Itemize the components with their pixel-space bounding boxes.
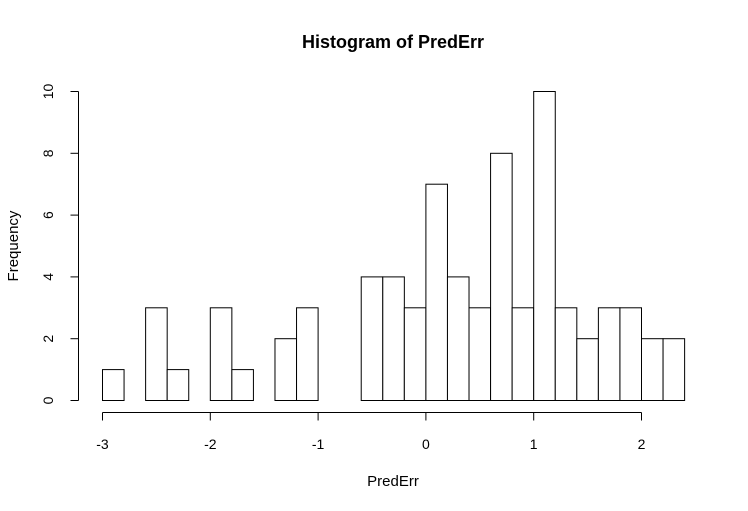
histogram-bar — [102, 369, 125, 402]
histogram-bar — [296, 307, 319, 401]
histogram-bar — [274, 338, 298, 402]
histogram-bar — [403, 307, 427, 401]
y-tick-label: 6 — [40, 211, 56, 219]
x-axis-label: PredErr — [367, 473, 419, 490]
histogram-bar — [446, 276, 470, 401]
x-tick-label: -2 — [204, 436, 217, 452]
y-tick-label: 10 — [40, 84, 56, 100]
x-tick-label: -1 — [312, 436, 325, 452]
histogram-bar — [554, 307, 578, 401]
histogram-bar — [619, 307, 643, 401]
chart-title: Histogram of PredErr — [302, 32, 484, 52]
y-tick-label: 0 — [40, 396, 56, 404]
histogram-bar — [145, 307, 168, 401]
y-tick-label: 4 — [40, 273, 56, 281]
y-axis-label: Frequency — [5, 210, 22, 281]
histogram-bar — [662, 338, 686, 402]
y-tick-label: 2 — [40, 335, 56, 343]
histogram-bar — [231, 369, 254, 402]
histogram-bar — [641, 338, 664, 402]
x-axis: -3 -2 -1 0 1 2 — [96, 412, 646, 452]
histogram-bar — [511, 307, 535, 401]
x-tick-label: 2 — [638, 436, 646, 452]
x-tick-label: 1 — [530, 436, 538, 452]
histogram-bar — [360, 276, 384, 401]
histogram-bar — [425, 183, 448, 401]
y-tick-label: 8 — [40, 149, 56, 157]
x-tick-label: 0 — [422, 436, 430, 452]
bars-group — [102, 91, 686, 402]
histogram-bar — [468, 307, 492, 401]
histogram-bar — [209, 307, 233, 401]
y-axis: 0 2 4 6 8 10 — [40, 84, 79, 404]
histogram-bar — [576, 338, 599, 402]
histogram-bar — [533, 91, 556, 401]
histogram-bar — [490, 152, 513, 401]
histogram-bar — [382, 276, 405, 401]
histogram-bar — [166, 369, 190, 402]
histogram-bar — [597, 307, 621, 401]
x-tick-label: -3 — [96, 436, 109, 452]
